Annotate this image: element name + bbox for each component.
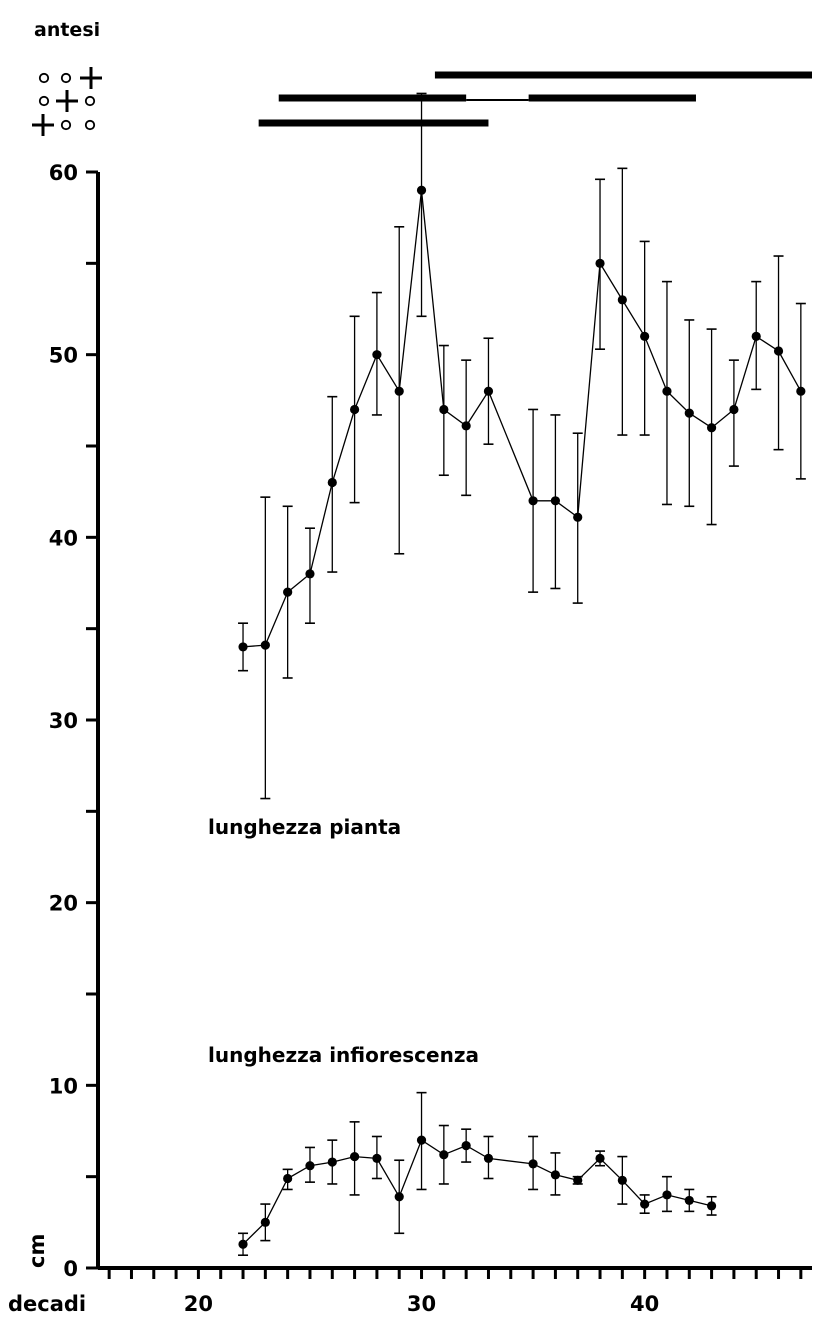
- data-point: [573, 1175, 583, 1185]
- female-symbol-icon: [38, 95, 50, 107]
- anthesis-label: antesi: [34, 19, 100, 41]
- data-point: [706, 423, 717, 433]
- data-point: [483, 386, 494, 396]
- data-point: [751, 331, 761, 341]
- female-symbol-icon: [38, 72, 50, 84]
- y-tick-label: 30: [49, 709, 78, 733]
- y-tick-label: 50: [49, 344, 78, 368]
- data-point: [773, 346, 784, 356]
- data-point: [416, 185, 427, 195]
- data-point: [684, 1195, 694, 1206]
- data-point: [483, 1153, 494, 1163]
- y-tick-label: 20: [49, 892, 78, 916]
- data-point: [528, 1159, 538, 1169]
- cross-symbol-icon: [80, 67, 102, 89]
- axes: 0 10 20 30 40 50 60 20 30 40: [49, 161, 812, 1316]
- cross-symbol-icon: [56, 90, 78, 112]
- data-point: [260, 640, 270, 650]
- data-point: [640, 331, 650, 341]
- data-point: [662, 1190, 672, 1200]
- data-point: [550, 496, 561, 506]
- series-line: [242, 190, 802, 648]
- data-point: [372, 350, 382, 360]
- y-tick-label: 60: [49, 161, 78, 185]
- data-point: [327, 1157, 337, 1167]
- series-line: [242, 1139, 712, 1245]
- series-label-inflorescence-length: lunghezza infiorescenza: [208, 1043, 479, 1067]
- data-point: [684, 408, 694, 418]
- data-point: [394, 1192, 404, 1202]
- data-point: [238, 642, 248, 652]
- data-point: [706, 1201, 717, 1211]
- data-point: [595, 1153, 605, 1163]
- x-tick-label: 20: [184, 1292, 213, 1316]
- data-point: [729, 404, 739, 415]
- data-point: [439, 1150, 449, 1160]
- anthesis-symbols: [32, 67, 102, 136]
- data-point: [617, 295, 627, 305]
- data-point: [617, 1175, 627, 1185]
- x-tick-label: 40: [630, 1292, 659, 1316]
- data-point: [550, 1170, 561, 1180]
- data-point: [461, 421, 471, 431]
- data-point: [439, 404, 449, 415]
- x-axis-title: decadi: [8, 1292, 86, 1316]
- data-point: [640, 1199, 650, 1209]
- data-point: [305, 1161, 315, 1171]
- data-point: [283, 587, 293, 597]
- error-bar: [416, 92, 427, 318]
- female-symbol-icon: [60, 72, 72, 84]
- female-symbol-icon: [84, 95, 96, 107]
- female-symbol-icon: [60, 119, 72, 131]
- data-point: [662, 386, 672, 396]
- data-point: [573, 512, 583, 522]
- data-point: [595, 258, 605, 268]
- data-point: [327, 477, 337, 488]
- data-point: [305, 569, 315, 579]
- data-point: [796, 386, 806, 396]
- data-point: [394, 386, 404, 396]
- data-point: [416, 1135, 427, 1145]
- female-symbol-icon: [84, 119, 96, 131]
- series-label-plant-length: lunghezza pianta: [208, 815, 401, 839]
- data-point: [283, 1173, 293, 1184]
- data-point: [238, 1239, 248, 1249]
- y-tick-label: 40: [49, 526, 78, 550]
- anthesis-period-bars: [258, 71, 812, 127]
- y-tick-label: 0: [63, 1257, 78, 1281]
- data-point: [528, 496, 538, 506]
- data-point: [372, 1153, 382, 1163]
- cross-symbol-icon: [32, 114, 54, 136]
- data-series: [238, 92, 806, 1257]
- y-axis-unit: cm: [25, 1234, 49, 1268]
- data-point: [260, 1217, 270, 1227]
- data-point: [461, 1141, 471, 1151]
- x-tick-label: 30: [407, 1292, 436, 1316]
- data-point: [349, 1151, 360, 1162]
- series-1: [238, 1091, 717, 1257]
- series-0: [238, 92, 806, 800]
- data-point: [349, 404, 360, 415]
- y-tick-label: 10: [49, 1074, 78, 1098]
